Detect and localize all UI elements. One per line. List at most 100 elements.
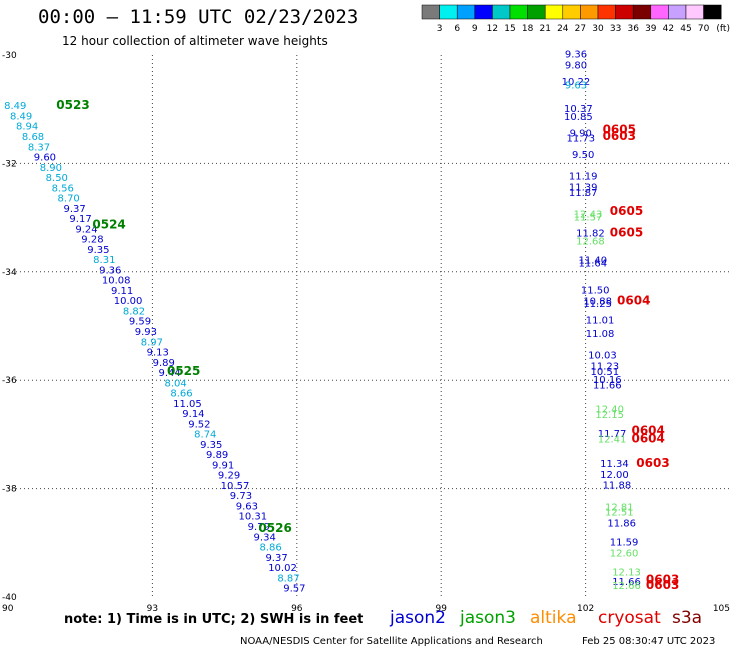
data-label: 8.37	[28, 142, 50, 153]
data-label: 9.89	[206, 450, 228, 461]
color-scale-label: 27	[575, 24, 586, 34]
color-scale-label: 3	[437, 24, 443, 34]
data-label: 12.00	[600, 470, 629, 481]
color-scale-swatch	[597, 4, 616, 20]
data-label: 11.23	[591, 361, 620, 372]
data-label: 8.56	[52, 183, 74, 194]
data-label: 9.35	[200, 440, 222, 451]
y-tick-label: -34	[2, 268, 17, 278]
data-label: 11.73	[566, 134, 595, 145]
color-scale-swatch	[632, 4, 652, 20]
pass-time-label: 0605	[603, 123, 636, 137]
data-label: 9.59	[129, 317, 151, 328]
data-label: 9.89	[153, 358, 175, 369]
pass-time-label: 0605	[610, 226, 643, 240]
data-label: 11.34	[600, 459, 629, 470]
data-label: 12.81	[605, 502, 634, 513]
color-scale-label: 36	[627, 24, 639, 34]
data-label: 10.00	[114, 296, 143, 307]
chart-title: 00:00 – 11:59 UTC 02/23/2023	[38, 6, 359, 28]
data-label: 12.13	[612, 567, 641, 578]
data-label: 10.51	[591, 367, 620, 378]
color-scale-swatch	[580, 4, 599, 20]
color-scale-swatch	[615, 4, 634, 20]
y-tick-label: -38	[2, 485, 17, 495]
pass-time-label: 0603	[646, 572, 679, 586]
pass-annotations: 0523052405250526060506030605060506040604…	[56, 98, 679, 592]
legend-altika: altika	[530, 608, 577, 628]
data-label: 11.25	[583, 299, 612, 310]
data-label: 8.50	[46, 173, 68, 184]
color-scale-swatch	[527, 4, 546, 20]
legend-cryosat: cryosat	[598, 608, 661, 628]
data-label: 11.88	[603, 481, 632, 492]
data-label: 8.49	[10, 111, 32, 122]
data-label: 9.36	[565, 50, 587, 61]
data-label: 8.68	[22, 132, 44, 143]
x-tick-label: 99	[435, 604, 447, 614]
data-label: 8.90	[40, 163, 62, 174]
data-label: 11.66	[593, 380, 622, 391]
color-scale-swatch	[439, 4, 458, 20]
data-label: 9.28	[81, 235, 103, 246]
data-label: 10.02	[268, 563, 297, 574]
data-label: 8.86	[260, 543, 282, 554]
data-label: 8.49	[4, 101, 26, 112]
data-label: 10.37	[564, 104, 593, 115]
color-scale-label: 15	[504, 24, 515, 34]
color-scale-label: 18	[522, 24, 534, 34]
data-label: 12.60	[610, 548, 639, 559]
data-label: 11.66	[612, 577, 641, 588]
data-label: 9.91	[212, 460, 234, 471]
data-label: 12.15	[595, 410, 624, 421]
data-label: 9.11	[111, 286, 133, 297]
data-label: 9.36	[99, 265, 121, 276]
color-scale-label: 30	[592, 24, 604, 34]
color-scale-label: 12	[487, 24, 498, 34]
data-label: 9.24	[75, 224, 97, 235]
footer-organization: NOAA/NESDIS Center for Satellite Applica…	[240, 636, 543, 647]
data-label: 9.35	[87, 245, 109, 256]
pass-time-label: 0523	[56, 98, 89, 112]
pass-time-label: 0603	[636, 456, 669, 470]
color-scale-swatch	[421, 4, 440, 20]
data-label: 8.74	[194, 430, 216, 441]
data-label: 8.66	[170, 389, 192, 400]
data-label: 9.14	[182, 409, 204, 420]
data-label: 8.31	[93, 255, 115, 266]
color-scale-label: 21	[539, 24, 550, 34]
data-label: 11.59	[610, 538, 639, 549]
color-scale-swatch	[703, 4, 722, 20]
data-label: 9.57	[283, 584, 305, 595]
color-scale-swatch	[474, 4, 493, 20]
y-tick-label: -32	[2, 159, 17, 169]
data-label: 11.57	[574, 212, 603, 223]
data-label: 11.87	[569, 188, 598, 199]
color-scale-swatch	[456, 4, 476, 20]
data-label: 11.82	[576, 229, 605, 240]
color-scale-label: 6	[454, 24, 460, 34]
pass-time-label: 0604	[617, 293, 650, 307]
data-label: 9.29	[218, 471, 240, 482]
y-tick-label: -40	[2, 593, 17, 603]
chart-subtitle: 12 hour collection of altimeter wave hei…	[62, 34, 328, 48]
data-label: 11.77	[598, 429, 627, 440]
data-label: 9.79	[248, 522, 270, 533]
data-label: 11.19	[569, 172, 598, 183]
data-label: 11.50	[581, 285, 610, 296]
data-label: 10.85	[564, 112, 593, 123]
x-tick-label: 102	[577, 604, 594, 614]
color-scale-swatch	[668, 4, 687, 20]
color-scale-swatch	[650, 4, 669, 20]
data-label: 10.88	[583, 296, 612, 307]
data-label: 9.80	[565, 61, 587, 72]
data-label: 10.31	[238, 512, 267, 523]
color-scale-label: 9	[472, 24, 478, 34]
pass-time-label: 0603	[646, 578, 679, 592]
data-label: 10.22	[562, 77, 591, 88]
color-scale-swatch	[492, 4, 511, 20]
data-label: 11.05	[173, 399, 202, 410]
data-label: 10.57	[221, 481, 250, 492]
pass-time-label: 0526	[258, 521, 291, 535]
